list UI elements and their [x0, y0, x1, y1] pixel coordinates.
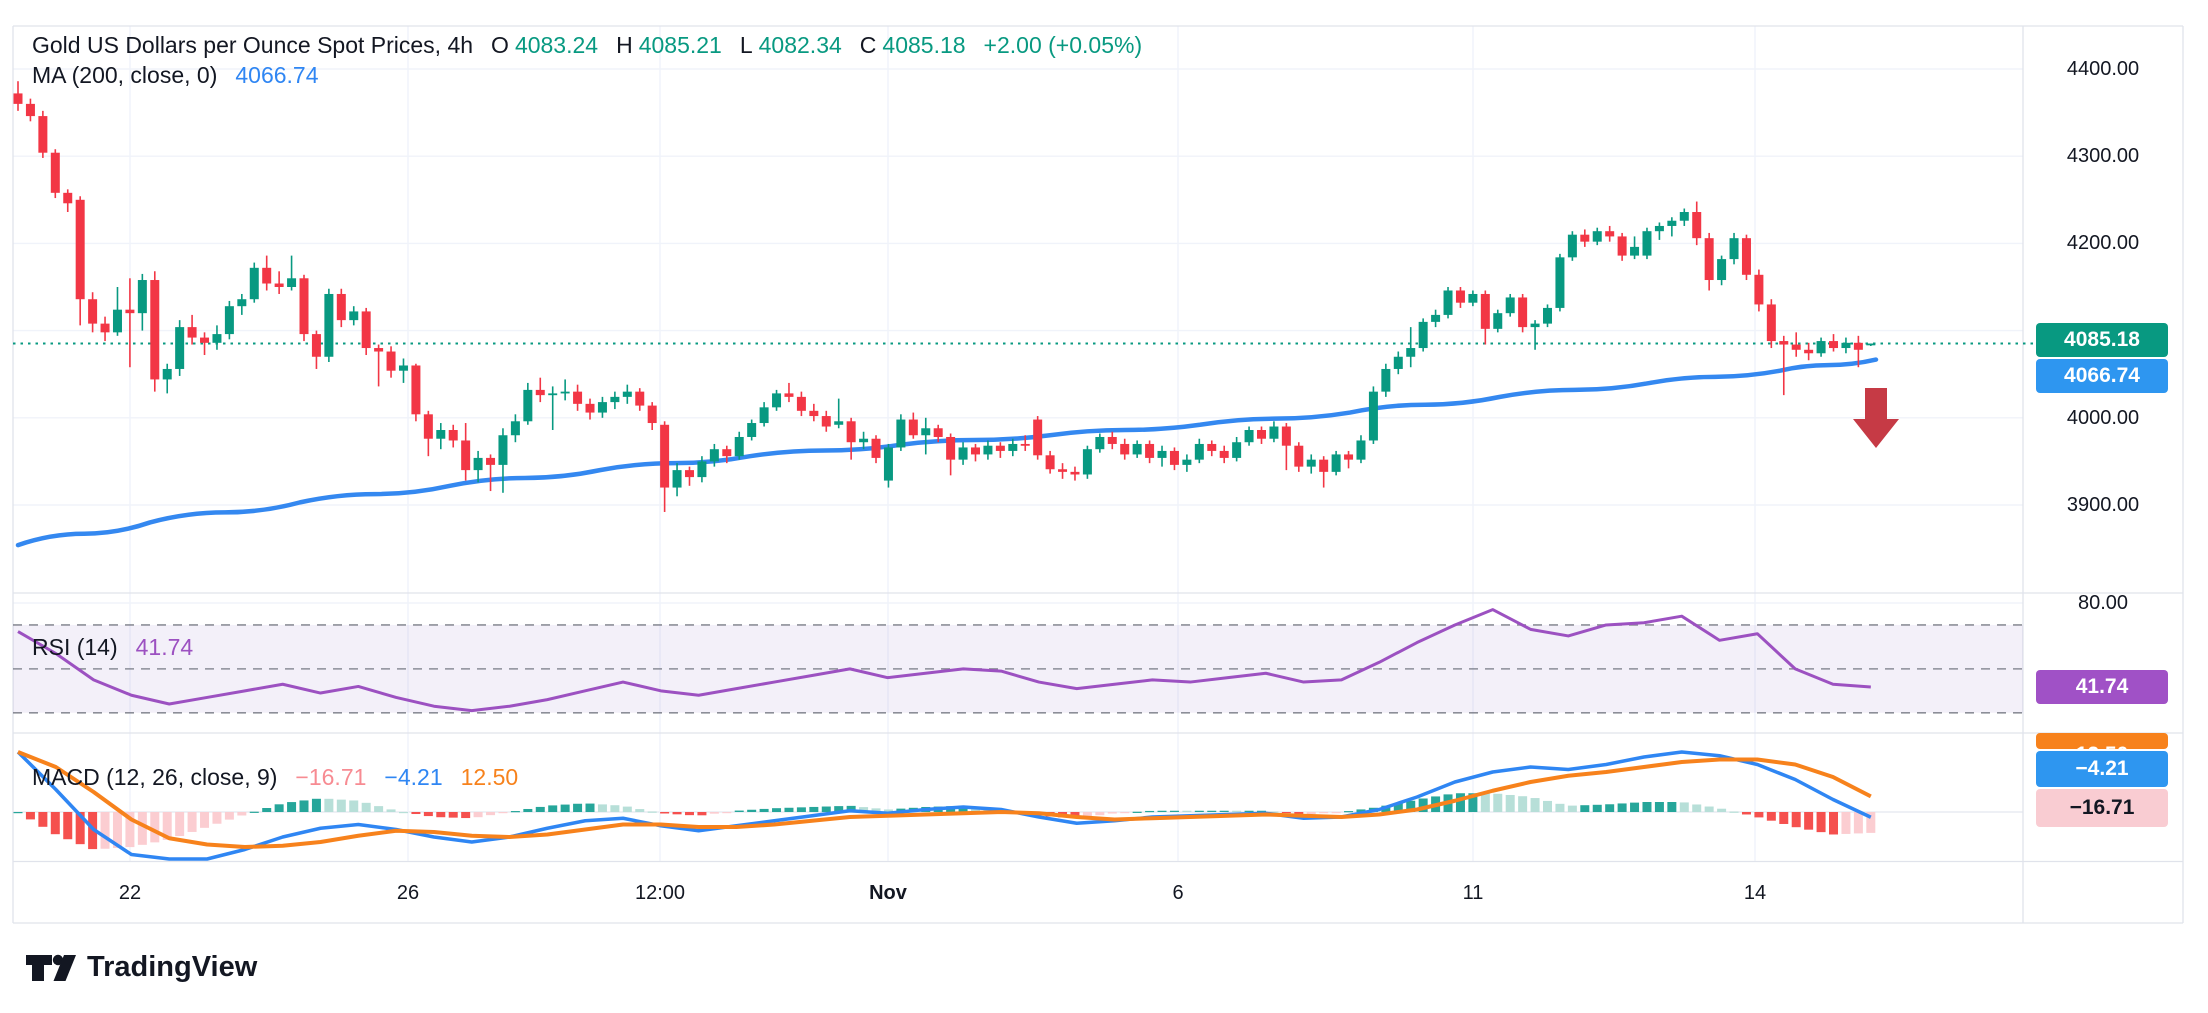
- tradingview-logo[interactable]: TradingView: [26, 951, 257, 984]
- time-tick-label: 14: [1743, 882, 1767, 904]
- open-value: 4083.24: [514, 32, 599, 58]
- ma-legend-row[interactable]: MA (200, close, 0) 4066.74: [32, 62, 319, 89]
- macd-histogram: [13, 793, 1876, 850]
- tradingview-logo-icon: [26, 954, 76, 981]
- macd-legend-row[interactable]: MACD (12, 26, close, 9) −16.71 −4.21 12.…: [32, 764, 518, 791]
- low-label: L: [739, 32, 753, 58]
- rsi-legend-row[interactable]: RSI (14) 41.74: [32, 634, 193, 661]
- macd-line: [16, 750, 1872, 861]
- price-tick-label: 4000.00: [2066, 406, 2140, 429]
- close-value: 4085.18: [882, 32, 966, 58]
- symbol-legend-row[interactable]: Gold US Dollars per Ounce Spot Prices, 4…: [32, 32, 1142, 59]
- candlestick-series: [13, 81, 1876, 512]
- rsi-line: [17, 608, 1871, 713]
- rsi-axis-badge: 41.74: [2036, 670, 2168, 704]
- down-arrow-annotation[interactable]: [1853, 388, 1899, 448]
- macd-title: MACD (12, 26, close, 9): [32, 764, 278, 790]
- open-label: O: [491, 32, 509, 58]
- ma-title: MA (200, close, 0): [32, 62, 218, 88]
- macd-signal-value: 12.50: [460, 764, 519, 790]
- tradingview-logo-text: TradingView: [87, 951, 258, 983]
- price-axis-badge: 4085.18: [2036, 323, 2168, 357]
- signal-axis-badge: 12.50: [2036, 733, 2168, 749]
- rsi-value: 41.74: [135, 634, 194, 660]
- close-label: C: [859, 32, 877, 58]
- symbol-title: Gold US Dollars per Ounce Spot Prices, 4…: [32, 32, 474, 58]
- high-value: 4085.21: [638, 32, 722, 58]
- time-tick-label: 11: [1462, 882, 1484, 904]
- pane-separators: [12, 25, 2184, 924]
- price-tick-label: 3900.00: [2066, 494, 2140, 516]
- price-tick-label: 4200.00: [2066, 232, 2140, 255]
- macd-signal-line: [17, 750, 1872, 849]
- price-tick-label: 4400.00: [2066, 58, 2140, 80]
- hist-axis-badge: −16.71: [2036, 789, 2168, 827]
- time-tick-label: 22: [118, 882, 142, 904]
- macd-axis-badge: −4.21: [2036, 751, 2168, 787]
- low-value: 4082.34: [758, 32, 842, 58]
- rsi-tick-label: 80.00: [2077, 592, 2129, 614]
- time-tick-label: 6: [1172, 882, 1184, 904]
- rsi-band: [13, 624, 2023, 714]
- ma-axis-badge: 4066.74: [2036, 359, 2168, 393]
- time-tick-label: Nov: [869, 882, 907, 904]
- price-tick-label: 4300.00: [2066, 145, 2140, 168]
- rsi-title: RSI (14): [32, 634, 118, 660]
- ma-value: 4066.74: [235, 62, 319, 88]
- time-tick-label: 26: [396, 882, 420, 904]
- macd-line-value: −4.21: [384, 764, 443, 790]
- price-gridlines: [13, 68, 2023, 813]
- time-gridlines: [129, 26, 1756, 861]
- macd-hist-value: −16.71: [295, 764, 367, 790]
- time-tick-label: 12:00: [634, 882, 686, 904]
- high-label: H: [616, 32, 633, 58]
- ma-200-line: [15, 357, 1879, 548]
- change-value: +2.00 (+0.05%): [983, 32, 1143, 58]
- time-axis[interactable]: [13, 862, 2023, 923]
